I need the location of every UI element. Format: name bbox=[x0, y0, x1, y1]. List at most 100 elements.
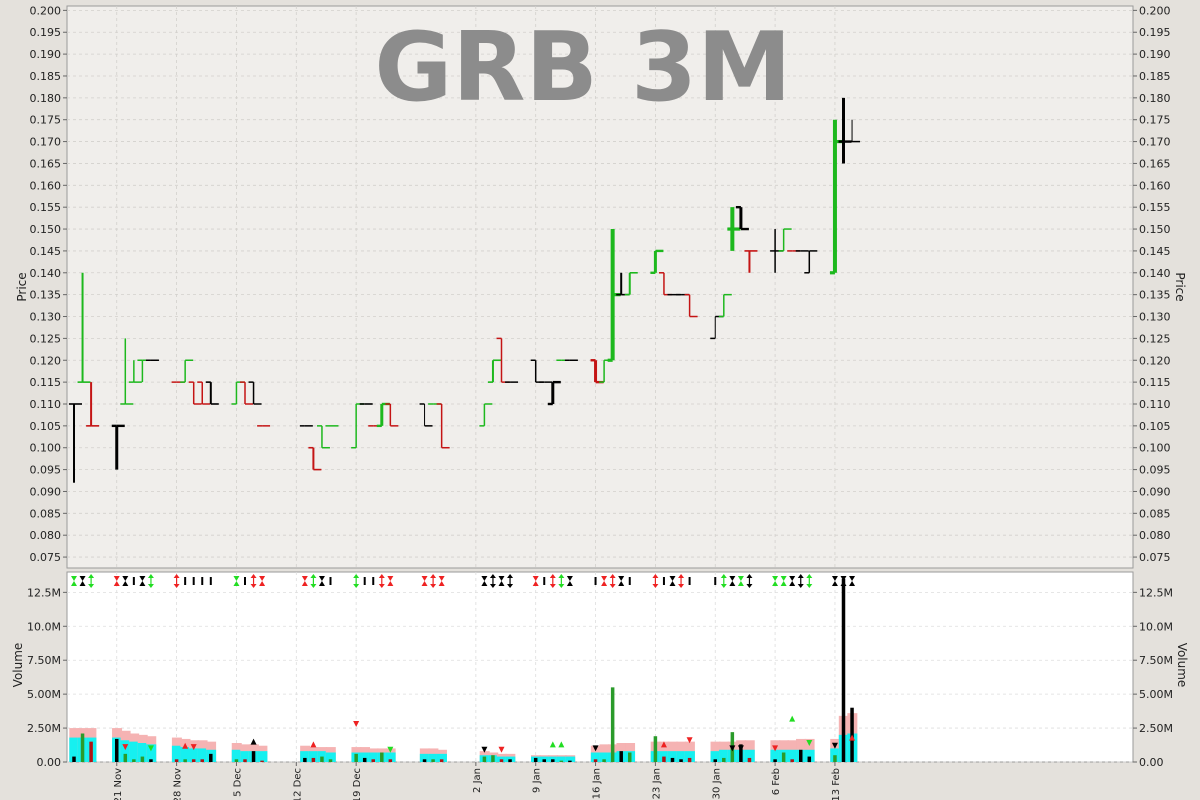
volume-bar bbox=[508, 759, 512, 762]
volume-bar bbox=[593, 759, 598, 762]
volume-bar bbox=[303, 757, 307, 762]
date-tick-label: 28 Nov bbox=[173, 768, 184, 800]
volume-band-inner bbox=[325, 752, 336, 762]
signal-updown-bottom bbox=[549, 584, 556, 588]
volume-bar bbox=[790, 759, 794, 762]
volume-arrow-marker bbox=[122, 744, 129, 751]
volume-bar bbox=[388, 759, 393, 762]
price-tick-label-right: 0.145 bbox=[1139, 245, 1171, 258]
signal-updown-bottom bbox=[720, 584, 727, 588]
volume-bar bbox=[89, 741, 93, 762]
volume-band-inner bbox=[359, 752, 371, 762]
volume-tick-label-right: 2.50M bbox=[1139, 722, 1173, 735]
volume-band-inner bbox=[684, 751, 695, 762]
volume-band-inner bbox=[308, 751, 319, 762]
signal-hourglass-top bbox=[669, 576, 676, 581]
axes: 0.075 0.075 0.080 0.080 0.085 0.085 0.090 0.090… bbox=[27, 4, 1173, 800]
price-axis-label-right: Price bbox=[1173, 272, 1187, 301]
price-tick-label-left: 0.075 bbox=[30, 551, 62, 564]
signal-updown-top bbox=[558, 574, 565, 578]
volume-tick-label-right: 0.00 bbox=[1139, 756, 1164, 769]
price-tick-label-right: 0.095 bbox=[1139, 464, 1171, 477]
ohlc-bar bbox=[436, 403, 450, 449]
ohlc-bars bbox=[69, 97, 861, 483]
volume-bar bbox=[713, 759, 717, 762]
volume-bar bbox=[653, 736, 658, 762]
signal-updown-bottom bbox=[173, 584, 180, 588]
volume-arrow-marker bbox=[549, 741, 556, 748]
volume-bar bbox=[439, 759, 444, 762]
volume-band-inner bbox=[436, 753, 447, 762]
volume-bar bbox=[722, 757, 726, 762]
volume-bar bbox=[354, 753, 358, 762]
price-axis-label-left: Price bbox=[15, 272, 29, 301]
signal-updown-top bbox=[378, 574, 385, 578]
date-tick-label: 21 Nov bbox=[113, 768, 124, 800]
signal-hourglass-top bbox=[71, 576, 77, 581]
ohlc-bar bbox=[727, 207, 741, 251]
volume-band-inner bbox=[300, 751, 311, 762]
volume-band-inner bbox=[146, 744, 157, 762]
signal-updown-bottom bbox=[489, 584, 496, 588]
volume-bar bbox=[568, 760, 572, 762]
volume-arrow-marker bbox=[772, 745, 779, 752]
price-tick-label-right: 0.180 bbox=[1139, 92, 1171, 105]
volume-bar bbox=[602, 759, 606, 762]
date-tick-label: 12 Dec bbox=[292, 768, 303, 800]
ohlc-bar bbox=[778, 228, 792, 252]
signal-updown-bottom bbox=[430, 584, 437, 588]
signal-updown-top bbox=[250, 574, 257, 578]
signal-hourglass-bottom bbox=[498, 581, 505, 586]
volume-arrow-marker bbox=[686, 737, 693, 744]
volume-bar bbox=[841, 578, 846, 762]
volume-arrow-marker bbox=[849, 734, 856, 741]
volume-band-inner bbox=[719, 749, 730, 762]
volume-band-inner bbox=[231, 749, 242, 762]
price-tick-label-right: 0.165 bbox=[1139, 157, 1171, 170]
chart-title: GRB 3M bbox=[374, 13, 791, 123]
volume-bar bbox=[491, 755, 495, 762]
volume-bar bbox=[320, 756, 324, 762]
signal-hourglass-top bbox=[113, 576, 120, 581]
volume-bar bbox=[773, 759, 777, 762]
signal-updown-top bbox=[678, 574, 685, 578]
grid-lines bbox=[67, 6, 1133, 763]
ohlc-bar bbox=[188, 381, 202, 405]
volume-bar bbox=[551, 759, 555, 762]
signal-updown-bottom bbox=[797, 584, 804, 588]
price-tick-label-right: 0.080 bbox=[1139, 529, 1171, 542]
date-tick-label: 9 Jan bbox=[532, 768, 543, 793]
signal-updown-top bbox=[173, 574, 180, 578]
volume-bar bbox=[799, 749, 803, 762]
signal-hourglass-bottom bbox=[669, 581, 676, 586]
volume-bar bbox=[132, 759, 136, 762]
volume-bar bbox=[781, 752, 786, 762]
volume-bar bbox=[833, 755, 837, 762]
price-tick-label-left: 0.085 bbox=[30, 507, 62, 520]
volume-band-inner bbox=[565, 756, 576, 762]
price-tick-label-right: 0.105 bbox=[1139, 420, 1171, 433]
volume-band-inner bbox=[188, 748, 200, 762]
volume-bar bbox=[149, 759, 153, 762]
ohlc-bar bbox=[847, 119, 861, 143]
signal-updown-bottom bbox=[507, 584, 514, 588]
volume-arrow-marker bbox=[558, 741, 565, 748]
signal-hourglass-top bbox=[772, 576, 779, 581]
volume-bar bbox=[807, 756, 812, 762]
volume-tick-label-left: 0.00 bbox=[37, 756, 62, 769]
price-tick-label-right: 0.130 bbox=[1139, 311, 1171, 324]
ohlc-bar bbox=[684, 293, 698, 318]
price-tick-label-left: 0.145 bbox=[30, 245, 62, 258]
volume-bar bbox=[422, 759, 427, 762]
signal-row bbox=[71, 574, 856, 588]
volume-band-inner bbox=[676, 751, 687, 762]
price-tick-label-left: 0.090 bbox=[30, 485, 62, 498]
signal-updown-top bbox=[507, 574, 514, 578]
volume-bar bbox=[499, 759, 504, 762]
signal-hourglass-top bbox=[301, 576, 308, 581]
price-tick-label-right: 0.160 bbox=[1139, 179, 1171, 192]
ohlc-bar bbox=[385, 403, 399, 427]
signal-hourglass-bottom bbox=[849, 581, 856, 586]
signal-hourglass-top bbox=[498, 576, 505, 581]
signal-updown-bottom bbox=[806, 584, 813, 588]
